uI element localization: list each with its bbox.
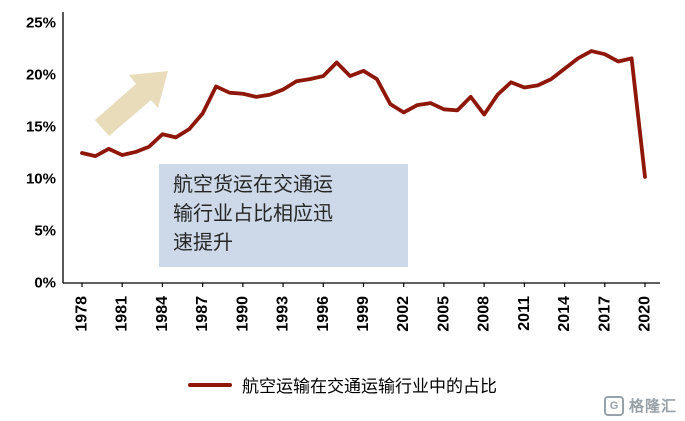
svg-text:2020: 2020 [637,296,654,332]
svg-text:2008: 2008 [476,296,493,332]
svg-text:20%: 20% [26,67,56,84]
svg-text:2002: 2002 [395,296,412,332]
svg-text:1990: 1990 [234,296,251,332]
svg-text:2005: 2005 [435,296,452,332]
line-chart-canvas: 0% 5% 10% 15% 20% 25% 1978 1981 1984 1987 1990 1993… [26,12,660,332]
svg-text:1999: 1999 [355,296,372,332]
annotation-line-3: 速提升 [173,232,233,254]
legend-label: 航空运输在交通运输行业中的占比 [242,377,497,396]
svg-text:15%: 15% [26,119,56,136]
svg-text:2011: 2011 [516,296,533,331]
svg-text:5%: 5% [34,223,56,240]
svg-text:25%: 25% [26,15,56,32]
trend-arrow-icon [95,71,168,136]
watermark-text: 格隆汇 [628,398,677,415]
annotation-line-2: 输行业占比相应迅 [173,203,333,225]
annotation-callout: 航空货运在交通运 输行业占比相应迅 速提升 [159,164,408,267]
watermark: G 格隆汇 [603,395,677,416]
gelonghui-logo-icon: G [603,395,624,416]
svg-text:1984: 1984 [154,296,171,332]
svg-text:1996: 1996 [315,296,332,332]
svg-text:2014: 2014 [556,296,573,332]
svg-text:1993: 1993 [275,296,292,332]
x-axis-labels: 1978 1981 1984 1987 1990 1993 1996 1999 2002 2005… [74,283,654,332]
y-axis-labels: 0% 5% 10% 15% 20% 25% [26,15,56,292]
svg-text:0%: 0% [34,275,56,292]
legend-line-swatch [188,382,232,387]
svg-text:1987: 1987 [194,296,211,332]
svg-text:1978: 1978 [74,296,91,332]
annotation-line-1: 航空货运在交通运 [173,174,333,196]
svg-text:2017: 2017 [596,296,613,332]
svg-text:10%: 10% [26,171,56,188]
legend: 航空运输在交通运输行业中的占比 [0,372,685,397]
series-line [80,49,647,179]
svg-text:1981: 1981 [114,296,131,332]
